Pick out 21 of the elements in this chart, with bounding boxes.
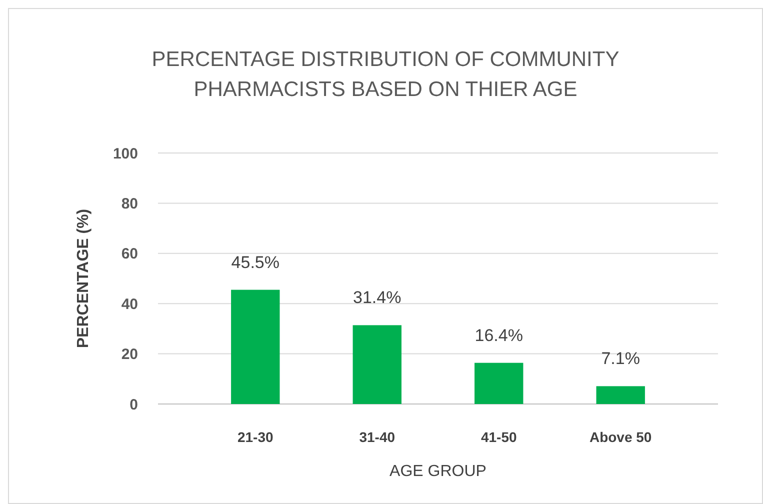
data-label: 45.5% [231,252,280,272]
data-label: 7.1% [601,349,640,368]
data-label: 31.4% [353,288,402,308]
y-tick-label: 80 [121,195,138,212]
y-tick-label: 20 [121,346,138,364]
x-tick-label: Above 50 [589,429,652,445]
y-axis-title: PERCENTAGE (%) [75,208,92,348]
y-tick-label: 100 [112,145,138,162]
bar [596,386,645,404]
data-label: 16.4% [474,326,523,345]
y-tick-label: 0 [130,396,138,414]
bar [474,362,524,404]
bar [231,290,280,404]
x-tick-label: 31-40 [359,429,396,445]
bar [352,325,402,404]
x-axis-title: AGE GROUP [390,463,486,480]
x-tick-label: 21-30 [237,429,274,445]
x-tick-label: 41-50 [480,429,517,445]
chart-title: PERCENTAGE DISTRIBUTION OF COMMUNITY PHARMACISTS BASED ON THIER AGE [152,48,620,101]
y-tick-label: 60 [121,246,138,263]
y-tick-label: 40 [121,296,138,313]
